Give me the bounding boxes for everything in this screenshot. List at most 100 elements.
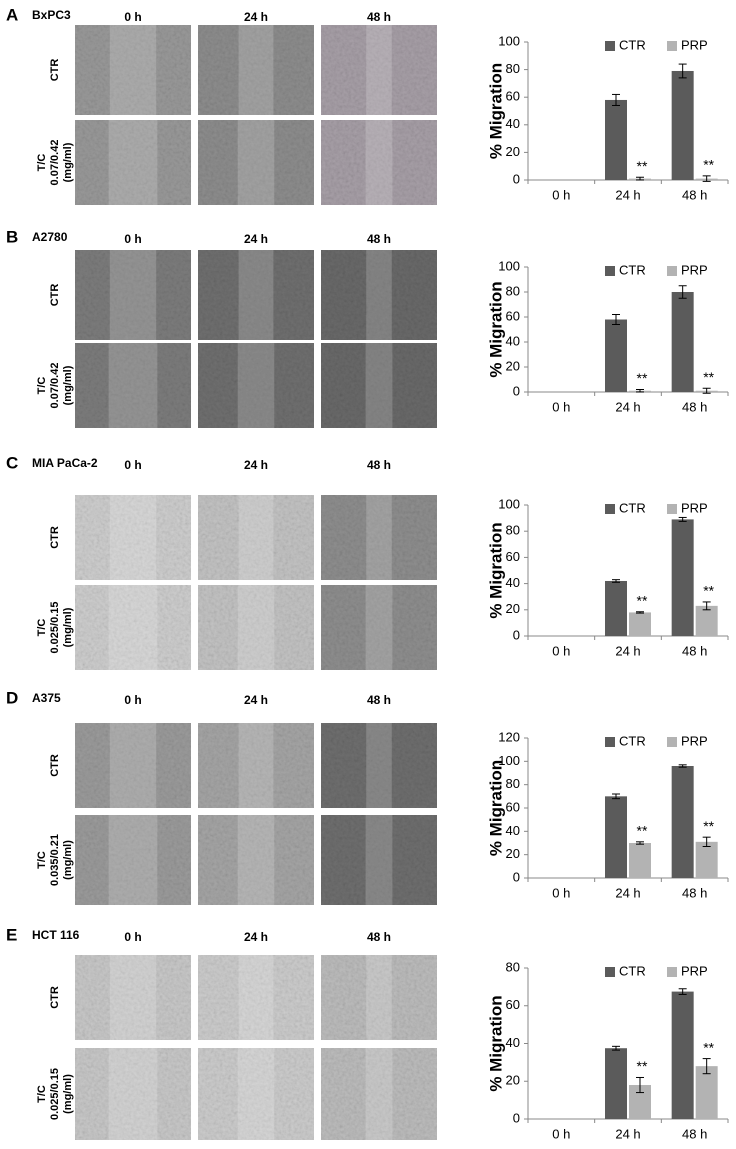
scratch-gap: [237, 585, 275, 670]
legend-swatch: [605, 737, 615, 747]
bar: [605, 580, 627, 636]
y-axis-label: % Migration: [486, 995, 505, 1091]
significance-marker: **: [703, 818, 714, 834]
scratch-gap: [366, 955, 392, 1040]
error-bar: [702, 601, 711, 611]
x-tick-label: 0 h: [552, 187, 570, 202]
error-bar: [636, 389, 644, 393]
column-label: 0 h: [124, 693, 141, 707]
scratch-gap: [366, 723, 392, 808]
scratch-gap: [365, 585, 393, 670]
significance-marker: **: [637, 1058, 648, 1074]
x-tick-label: 48 h: [682, 885, 707, 900]
micrograph: [75, 25, 191, 115]
error-bar: [612, 579, 620, 583]
scratch-gap: [238, 723, 274, 808]
scratch-gap: [366, 25, 392, 115]
x-tick-label: 48 h: [682, 1126, 707, 1141]
column-label: 24 h: [244, 693, 268, 707]
significance-marker: **: [703, 157, 714, 173]
legend-label: PRP: [681, 963, 708, 978]
x-tick-label: 24 h: [615, 1126, 640, 1141]
micrograph: [198, 955, 314, 1040]
row-label: CTR: [49, 986, 61, 1009]
error-bar: [678, 516, 687, 522]
x-tick-label: 0 h: [552, 643, 570, 658]
micrograph: [198, 585, 314, 670]
scratch-gap: [108, 120, 158, 205]
error-bar: [636, 176, 644, 181]
micrograph: [75, 1048, 191, 1140]
y-axis-label: % Migration: [486, 281, 505, 377]
bar: [605, 796, 627, 878]
row-label: T/C: [36, 377, 48, 395]
row-label: T/C: [36, 619, 48, 637]
micrograph: [321, 723, 437, 808]
scratch-gap: [109, 25, 157, 115]
y-tick-label: 20: [506, 846, 520, 861]
error-bar: [702, 175, 711, 182]
error-bar: [678, 63, 687, 79]
error-bar: [702, 387, 711, 394]
y-tick-label: 60: [506, 549, 520, 564]
y-tick-label: 100: [498, 496, 520, 511]
micrograph: [75, 723, 191, 808]
micrograph: [75, 955, 191, 1040]
y-tick-label: 20: [506, 1073, 520, 1088]
scratch-gap: [237, 815, 275, 905]
scratch-gap: [108, 343, 158, 428]
micrograph: [75, 585, 191, 670]
significance-marker: **: [637, 370, 648, 386]
significance-marker: **: [703, 583, 714, 599]
scratch-gap: [366, 495, 392, 580]
micrograph: [198, 723, 314, 808]
row-label: CTR: [49, 754, 61, 777]
row-label: T/C: [36, 154, 48, 172]
error-bar: [678, 764, 687, 768]
error-bar: [612, 793, 620, 800]
y-tick-label: 80: [506, 283, 520, 298]
column-label: 24 h: [244, 232, 268, 246]
bar: [671, 766, 694, 878]
y-tick-label: 60: [506, 799, 520, 814]
error-bar: [636, 611, 644, 614]
x-tick-label: 0 h: [552, 1126, 570, 1141]
y-tick-label: 40: [506, 823, 520, 838]
error-bar: [678, 988, 687, 995]
row-label: CTR: [49, 526, 61, 549]
micrograph: [198, 120, 314, 205]
scratch-gap: [237, 120, 275, 205]
y-tick-label: 40: [506, 116, 520, 131]
row-label: CTR: [49, 59, 61, 82]
legend-swatch: [667, 967, 677, 977]
panel-label: D: [6, 688, 18, 707]
micrograph: [321, 815, 437, 905]
y-tick-label: 0: [513, 171, 520, 186]
y-tick-label: 80: [506, 776, 520, 791]
row-label: 0.025/0.15: [49, 602, 61, 654]
bar: [695, 841, 718, 878]
micrograph: [321, 250, 437, 340]
micrograph: [321, 343, 437, 428]
scratch-gap: [109, 723, 157, 808]
error-bar: [678, 285, 687, 299]
cell-line: MIA PaCa-2: [32, 456, 98, 470]
row-label: 0.035/0.21: [49, 834, 61, 886]
y-axis-label: % Migration: [486, 522, 505, 618]
bar: [605, 1048, 627, 1119]
significance-marker: **: [637, 592, 648, 608]
y-tick-label: 20: [506, 601, 520, 616]
micrograph: [321, 495, 437, 580]
error-bar: [636, 1076, 644, 1094]
bar: [629, 612, 651, 636]
column-label: 24 h: [244, 458, 268, 472]
y-tick-label: 40: [506, 1035, 520, 1050]
micrograph: [198, 1048, 314, 1140]
legend-label: PRP: [681, 733, 708, 748]
y-tick-label: 80: [506, 959, 520, 974]
panel-label: B: [6, 227, 18, 246]
micrograph: [75, 343, 191, 428]
x-tick-label: 48 h: [682, 399, 707, 414]
scratch-gap: [238, 495, 274, 580]
